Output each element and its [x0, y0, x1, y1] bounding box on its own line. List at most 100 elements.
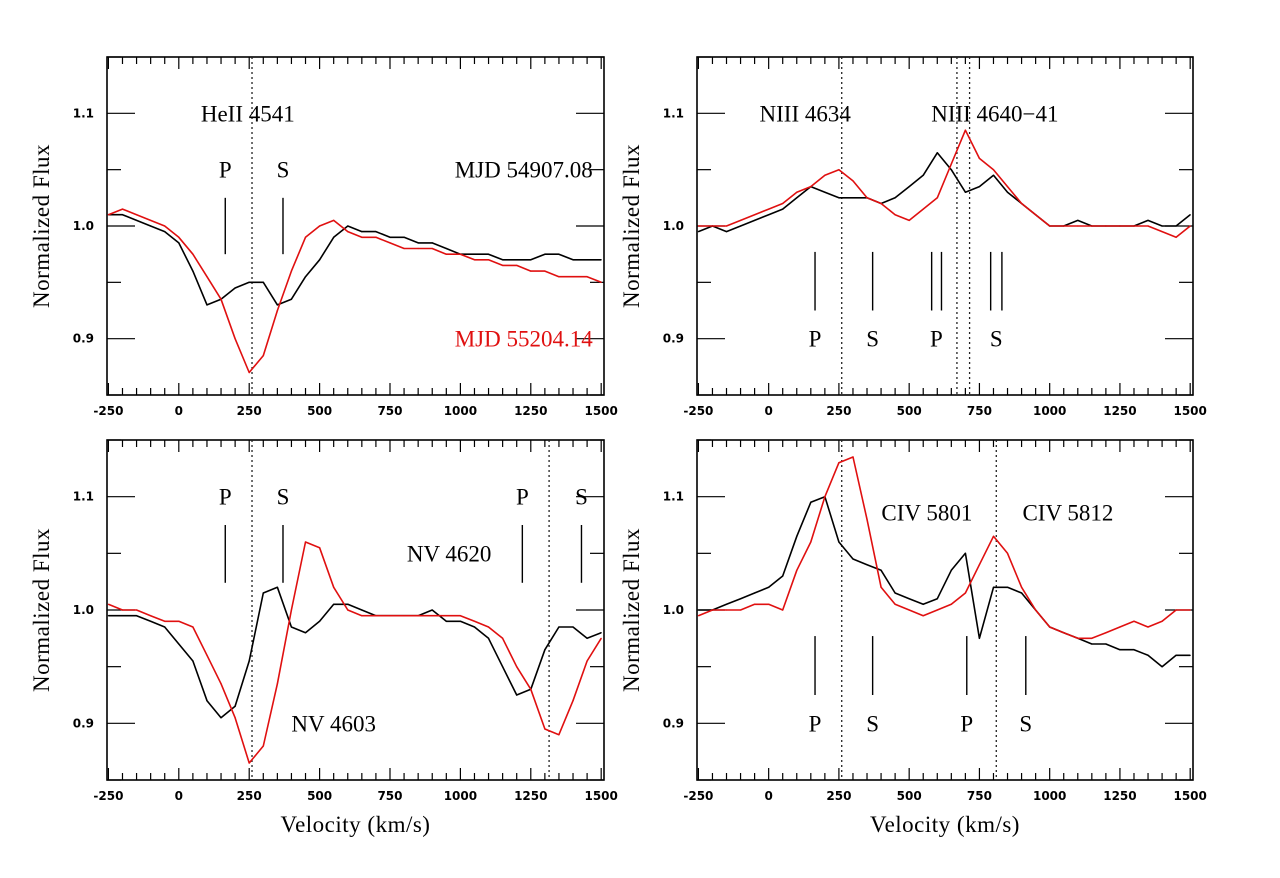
- spectrum-point: [107, 603, 110, 605]
- spectrum-point: [978, 185, 981, 188]
- spectrum-point: [1091, 225, 1093, 227]
- y-tick-label: 0.9: [663, 332, 684, 346]
- spectrum-point: [516, 666, 518, 668]
- spectrum-point: [1077, 219, 1079, 221]
- spectrum-point: [725, 231, 728, 233]
- spectrum-point: [220, 298, 222, 300]
- spectrum-point: [403, 236, 405, 238]
- spectrum-point: [1133, 649, 1135, 651]
- spectrum-point: [922, 615, 924, 617]
- spectrum-point: [1147, 654, 1149, 656]
- spectrum-point: [473, 626, 476, 628]
- spectrum-point: [964, 129, 966, 131]
- spectrum-point: [121, 615, 124, 617]
- spectrum-point: [1175, 654, 1177, 656]
- x-tick-label: -250: [93, 404, 123, 418]
- spectrum-point: [1105, 643, 1107, 645]
- spectrum-point: [950, 569, 952, 571]
- spectrum-point: [276, 586, 278, 588]
- spectrum-point: [1161, 666, 1163, 668]
- spectrum-point: [445, 247, 447, 250]
- spectrum-point: [978, 637, 981, 639]
- y-axis-title: Normalized Flux: [29, 144, 54, 308]
- x-tick-label: 500: [307, 404, 332, 418]
- spectrum-point: [936, 609, 938, 611]
- spectrum-line-black: [108, 213, 602, 306]
- spectrum-point: [178, 242, 180, 244]
- spectrum-point: [135, 609, 138, 611]
- spectrum-point: [164, 620, 166, 622]
- spectrum-point: [121, 214, 124, 216]
- x-tick-label: 250: [237, 789, 262, 803]
- spectrum-point: [192, 660, 194, 662]
- spectrum-point: [1049, 225, 1051, 227]
- spectrum-point: [572, 626, 574, 628]
- spectrum-point: [459, 253, 461, 255]
- spectrum-point: [1189, 654, 1191, 656]
- spectrum-point: [1077, 637, 1079, 639]
- spectrum-point: [445, 615, 447, 617]
- spectrum-point: [530, 259, 532, 261]
- spectrum-point: [908, 609, 910, 611]
- spectrum-point: [824, 496, 826, 498]
- spectrum-point: [754, 603, 756, 605]
- spectrum-point: [866, 518, 868, 520]
- spectrum-point: [121, 609, 124, 611]
- spectrum-point: [600, 259, 602, 261]
- spectrum-point: [992, 169, 995, 171]
- spectrum-point: [192, 253, 194, 255]
- spectrum-point: [318, 259, 321, 261]
- spectrum-point: [445, 620, 447, 622]
- annotation-label: S: [1019, 711, 1032, 736]
- annotation-label: S: [277, 158, 290, 183]
- x-tick-label: 0: [175, 789, 183, 803]
- spectrum-point: [978, 564, 981, 566]
- spectrum-point: [964, 592, 966, 594]
- spectrum-point: [1133, 620, 1135, 622]
- x-tick-label: 500: [307, 789, 332, 803]
- spectrum-point: [1006, 185, 1009, 188]
- spectrum-point: [894, 592, 896, 594]
- spectrum-point: [502, 666, 504, 668]
- spectrum-point: [178, 643, 180, 645]
- spectrum-point: [107, 615, 110, 617]
- spectrum-point: [431, 609, 433, 611]
- spectrum-point: [1035, 609, 1037, 611]
- x-tick-label: 1250: [514, 789, 547, 803]
- annotation-label: P: [809, 711, 822, 736]
- spectrum-point: [908, 219, 910, 221]
- spectrum-point: [1105, 632, 1107, 634]
- panel-bottom-right: -250 0 250 500 750 1000 1250 1500 0.9 1.0 1.1 Norma…: [619, 439, 1207, 837]
- spectrum-point: [572, 700, 574, 702]
- spectrum-point: [304, 541, 307, 543]
- spectrum-point: [290, 609, 293, 611]
- spectrum-point: [276, 304, 278, 306]
- spectrum-point: [304, 236, 307, 238]
- spectrum-point: [347, 603, 349, 605]
- spectrum-point: [487, 626, 490, 628]
- spectrum-point: [150, 225, 152, 227]
- spectrum-point: [992, 174, 995, 176]
- spectrum-point: [1175, 236, 1177, 238]
- x-tick-label: 750: [377, 789, 402, 803]
- panel-bottom-left: -250 0 250 500 750 1000 1250 1500 0.9 1.0 1.1 Norma…: [29, 439, 618, 837]
- annotation-label: S: [866, 327, 879, 352]
- spectrum-point: [1020, 586, 1023, 588]
- x-tick-label: 1250: [1103, 404, 1136, 418]
- spectrum-point: [206, 654, 208, 656]
- y-tick-label: 1.1: [73, 490, 94, 504]
- y-tick-label: 0.9: [663, 716, 684, 730]
- annotation-label: NIII 4634: [760, 101, 852, 126]
- spectrum-point: [739, 598, 742, 600]
- spectrum-point: [824, 174, 826, 176]
- spectrum-point: [459, 615, 461, 617]
- spectrum-point: [1091, 637, 1093, 639]
- spectrum-point: [220, 717, 222, 719]
- spectrum-point: [600, 632, 602, 634]
- spectrum-point: [922, 603, 924, 605]
- spectrum-point: [922, 208, 924, 210]
- spectrum-point: [1175, 225, 1177, 227]
- spectrum-point: [276, 683, 278, 685]
- spectrum-point: [1133, 225, 1135, 227]
- spectrum-line-red: [698, 456, 1191, 640]
